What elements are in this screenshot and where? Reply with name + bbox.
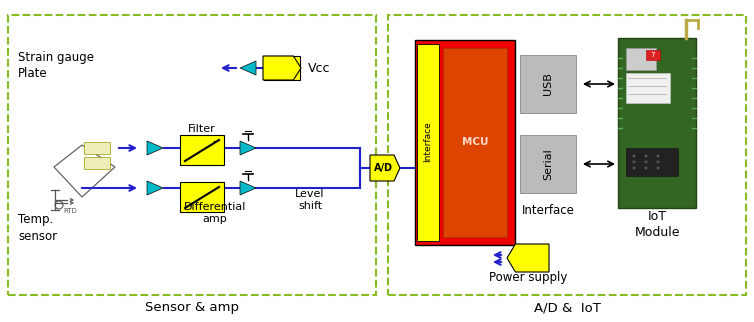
Bar xyxy=(388,15,746,295)
Text: A/D: A/D xyxy=(373,163,393,173)
Text: Interface: Interface xyxy=(522,204,575,216)
Bar xyxy=(443,48,507,237)
Bar xyxy=(520,55,576,113)
Bar xyxy=(8,15,376,295)
Text: Power supply: Power supply xyxy=(489,271,567,285)
Polygon shape xyxy=(240,61,256,75)
Bar xyxy=(626,48,656,70)
Bar xyxy=(180,182,224,212)
Text: Filter: Filter xyxy=(188,124,216,134)
Circle shape xyxy=(657,155,660,157)
Text: Sensor & amp: Sensor & amp xyxy=(145,301,239,315)
Text: MCU: MCU xyxy=(461,137,489,147)
Polygon shape xyxy=(147,181,163,195)
Bar xyxy=(84,142,110,154)
Text: A/D &  IoT: A/D & IoT xyxy=(534,301,600,315)
Text: Vcc: Vcc xyxy=(308,62,330,74)
Text: RTD: RTD xyxy=(63,208,77,214)
Text: 7: 7 xyxy=(651,52,655,58)
Text: Strain gauge
Plate: Strain gauge Plate xyxy=(18,51,94,80)
Polygon shape xyxy=(370,155,400,181)
Bar xyxy=(415,40,515,245)
Bar xyxy=(520,135,576,193)
Bar xyxy=(626,73,670,103)
Bar xyxy=(180,135,224,165)
Bar xyxy=(417,44,439,241)
Circle shape xyxy=(657,160,660,164)
Polygon shape xyxy=(507,244,549,272)
Circle shape xyxy=(633,166,636,169)
Bar xyxy=(626,148,678,176)
Circle shape xyxy=(645,155,648,157)
Text: IoT
Module: IoT Module xyxy=(634,211,680,240)
Circle shape xyxy=(633,160,636,164)
Polygon shape xyxy=(240,181,256,195)
Bar xyxy=(264,56,300,80)
Circle shape xyxy=(657,166,660,169)
Text: Temp.
sensor: Temp. sensor xyxy=(18,213,57,242)
Polygon shape xyxy=(240,141,256,155)
Bar xyxy=(618,38,696,208)
Circle shape xyxy=(633,155,636,157)
Polygon shape xyxy=(263,56,301,80)
Text: Interface: Interface xyxy=(424,122,433,162)
Circle shape xyxy=(645,166,648,169)
Polygon shape xyxy=(147,141,163,155)
Bar xyxy=(84,157,110,169)
Circle shape xyxy=(645,160,648,164)
Text: Differential
amp: Differential amp xyxy=(184,202,247,224)
Text: Serial: Serial xyxy=(543,148,553,180)
Bar xyxy=(646,50,660,60)
Text: Level
shift: Level shift xyxy=(296,189,325,211)
Text: USB: USB xyxy=(543,72,553,95)
